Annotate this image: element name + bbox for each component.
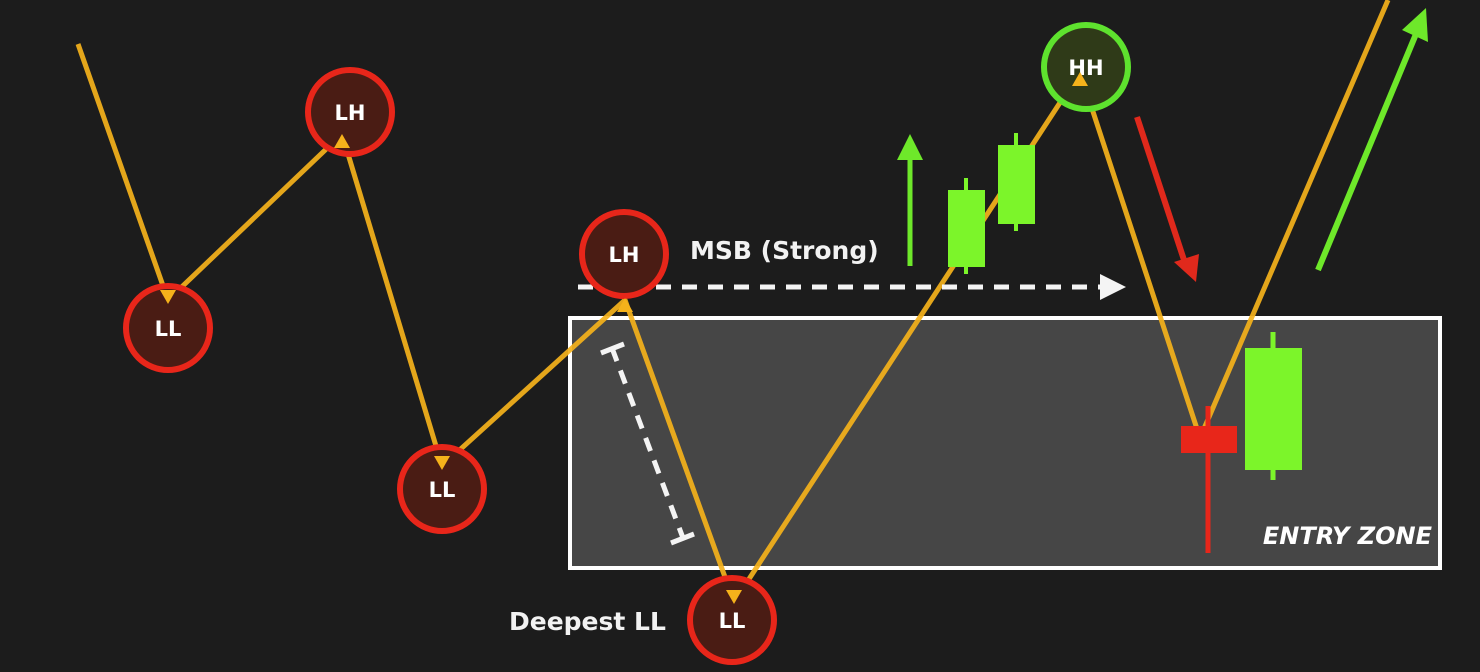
bullish-candle bbox=[1245, 332, 1302, 480]
swing-point-hh-1: HH bbox=[1041, 22, 1131, 112]
entry-zone-label: ENTRY ZONE bbox=[1263, 522, 1433, 550]
deepest-ll-label: Deepest LL bbox=[509, 607, 666, 636]
swing-point-lh-1: LH bbox=[305, 67, 395, 157]
msb-arrow-head-icon bbox=[1100, 274, 1126, 300]
path-swing-markers bbox=[160, 72, 1088, 604]
svg-text:LH: LH bbox=[609, 243, 640, 267]
bearish-candle bbox=[1181, 406, 1237, 553]
bearish-down-arrow-icon bbox=[1134, 116, 1199, 282]
bullish-long-up-arrow-icon bbox=[1315, 8, 1428, 272]
swing-point-ll-1: LL bbox=[123, 283, 213, 373]
svg-text:LL: LL bbox=[155, 317, 182, 341]
bullish-candle bbox=[998, 133, 1035, 231]
swing-point-ll-2: LL bbox=[397, 444, 487, 534]
swing-point-lh-2: LH bbox=[579, 209, 669, 299]
svg-text:LL: LL bbox=[429, 478, 456, 502]
svg-text:LL: LL bbox=[719, 609, 746, 633]
depth-measure-bracket bbox=[600, 341, 695, 546]
svg-text:HH: HH bbox=[1068, 56, 1103, 80]
bullish-up-arrow-icon bbox=[897, 134, 923, 266]
bullish-candle bbox=[948, 178, 985, 274]
swing-point-ll-3: LL bbox=[687, 575, 777, 665]
svg-text:LH: LH bbox=[335, 101, 366, 125]
msb-label: MSB (Strong) bbox=[690, 236, 879, 265]
